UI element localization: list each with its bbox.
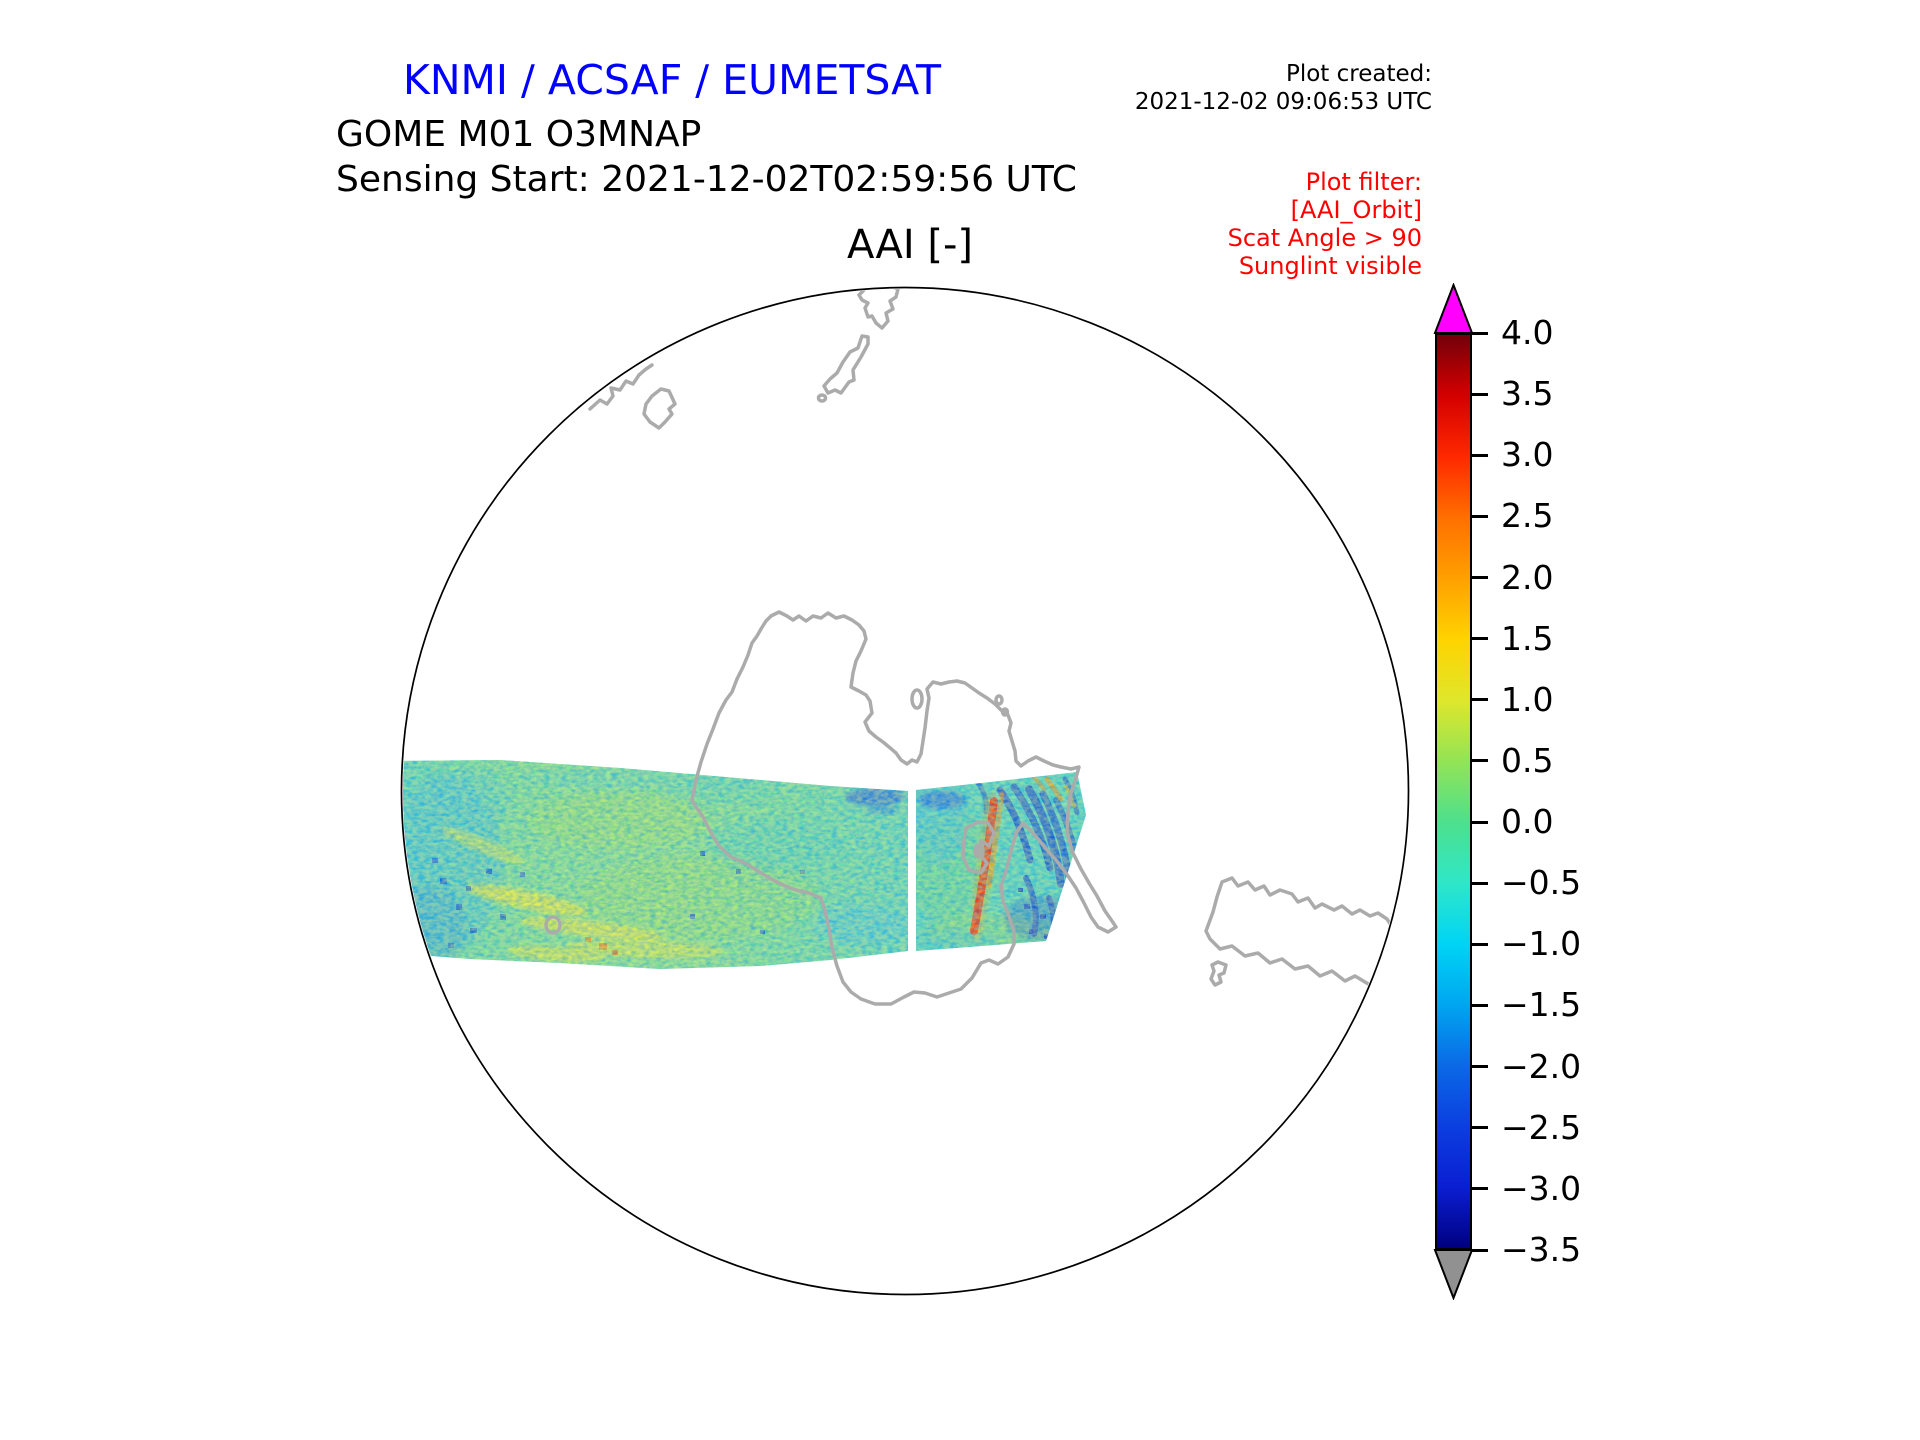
map-title: AAI [-] — [847, 222, 973, 268]
colorbar-tick-label: 1.0 — [1501, 679, 1554, 719]
coastline-nz-north-island — [857, 289, 900, 330]
coastline-nz-south-island — [822, 334, 870, 395]
colorbar-tick-mark — [1472, 1003, 1488, 1007]
plot-created-block: Plot created: 2021-12-02 09:06:53 UTC — [1135, 60, 1432, 116]
colorbar-tick-label: 3.5 — [1501, 374, 1554, 414]
coastline-tierra-del-fuego-islet — [1209, 960, 1228, 987]
colorbar-tick-label: 2.5 — [1501, 496, 1554, 536]
colorbar-tick-mark — [1472, 392, 1488, 396]
colorbar-tick-label: −1.0 — [1501, 924, 1582, 964]
plot-filter-line: [AAI_Orbit] — [1290, 196, 1422, 224]
colorbar-ticks: 4.0 3.5 3.0 2.5 2.0 1.5 1.0 0.5 0.0 −0.5 −1.0 −1.5 −… — [1435, 313, 1675, 1269]
colorbar-tick-mark — [1472, 331, 1488, 335]
colorbar-tick-label: 1.5 — [1501, 618, 1554, 658]
colorbar-tick-mark — [1472, 576, 1488, 580]
colorbar-tick-label: 3.0 — [1501, 435, 1554, 475]
colorbar-tick-mark — [1472, 1065, 1488, 1069]
coastline-patagonia — [1204, 876, 1393, 987]
plot-filter-block: Plot filter: [AAI_Orbit] Scat Angle > 90… — [1228, 168, 1422, 280]
colorbar-tick-label: 0.0 — [1501, 802, 1554, 842]
coastline-stewart-island — [816, 393, 828, 403]
coastline-tasmania — [642, 387, 677, 430]
plot-filter-line: Plot filter: — [1305, 168, 1422, 196]
colorbar-tick-mark — [1472, 1187, 1488, 1191]
colorbar-tick-label: −3.5 — [1501, 1230, 1582, 1269]
plot-filter-line: Sunglint visible — [1238, 252, 1422, 280]
colorbar-tick-mark — [1472, 820, 1488, 824]
colorbar-over-arrow-shape — [1433, 283, 1474, 334]
colorbar-tick-label: 4.0 — [1501, 313, 1554, 352]
data-swath-right-section — [916, 772, 1086, 951]
colorbar-tick-mark — [1472, 1248, 1488, 1252]
plot-created-label: Plot created: — [1285, 61, 1432, 87]
colorbar-tick-mark — [1472, 1126, 1488, 1130]
map-circle-boundary — [400, 286, 1410, 1296]
coastline-australia-fragment — [588, 363, 654, 411]
colorbar-gradient — [1435, 333, 1472, 1250]
antarctica-islet-a — [994, 694, 1004, 706]
colorbar-tick-label: −0.5 — [1501, 863, 1582, 903]
colorbar-tick-label: −3.0 — [1501, 1168, 1582, 1208]
colorbar-tick-mark — [1472, 637, 1488, 641]
colorbar-tick-label: −2.0 — [1501, 1046, 1582, 1086]
ocean-islet-in-swath — [544, 915, 562, 935]
colorbar-tick-mark — [1472, 698, 1488, 702]
antarctica-islet-b — [1000, 707, 1010, 717]
colorbar-tick-mark — [1472, 942, 1488, 946]
product-block: GOME M01 O3MNAP Sensing Start: 2021-12-0… — [336, 112, 1077, 202]
colorbar-tick-mark — [1472, 514, 1488, 518]
colorbar-tick-label: 0.5 — [1501, 740, 1554, 780]
colorbar-tick-mark — [1472, 881, 1488, 885]
colorbar-over-arrow — [1433, 283, 1474, 334]
sensing-start: Sensing Start: 2021-12-02T02:59:56 UTC — [336, 159, 1077, 200]
plot-created-timestamp: 2021-12-02 09:06:53 UTC — [1134, 89, 1432, 115]
coastline-antarctica — [690, 610, 1118, 1006]
plot-filter-line: Scat Angle > 90 — [1227, 224, 1422, 252]
colorbar-tick-label: −2.5 — [1501, 1107, 1582, 1147]
colorbar-under-arrow-shape — [1433, 1249, 1474, 1300]
colorbar-under-arrow — [1433, 1249, 1474, 1300]
colorbar-tick-mark — [1472, 453, 1488, 457]
colorbar-tick-mark — [1472, 759, 1488, 763]
antarctica-inner-islet — [973, 843, 985, 859]
antarctica-coastal-island — [910, 688, 924, 710]
coastline-antarctica-bay-loop — [961, 820, 996, 875]
product-name: GOME M01 O3MNAP — [336, 114, 702, 155]
agency-title: KNMI / ACSAF / EUMETSAT — [403, 56, 942, 104]
colorbar-tick-label: −1.5 — [1501, 985, 1582, 1025]
colorbar-tick-label: 2.0 — [1501, 557, 1554, 597]
